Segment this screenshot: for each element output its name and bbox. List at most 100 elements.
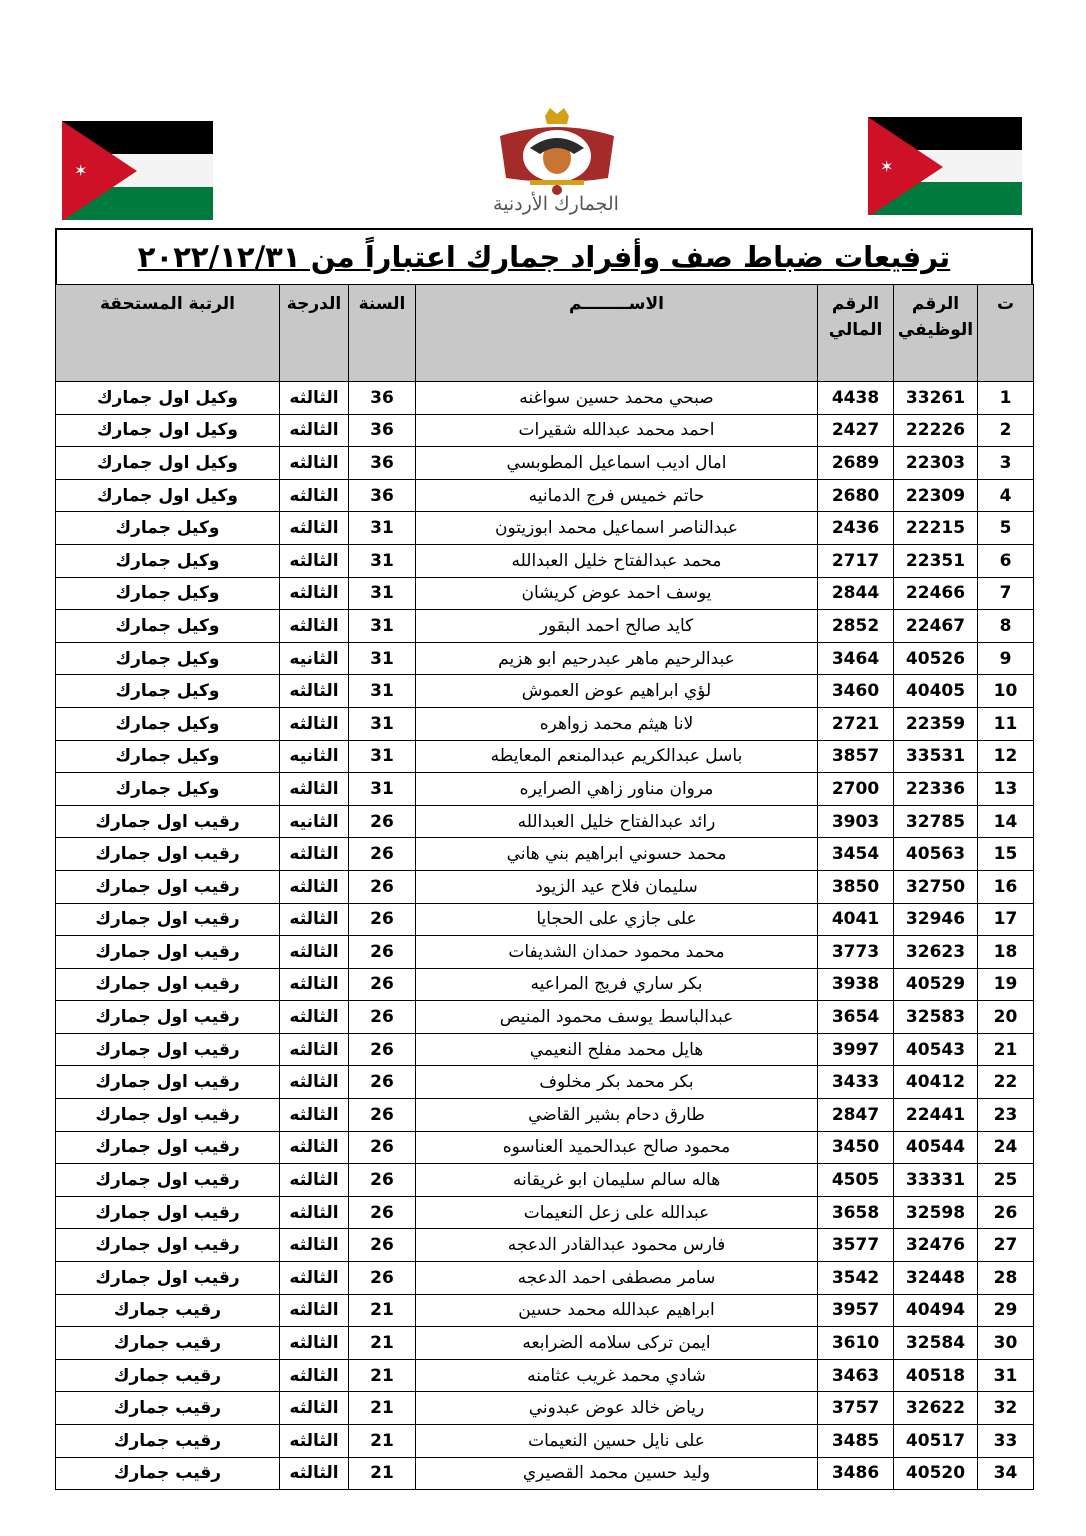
cell-financial-number: 3486	[817, 1456, 894, 1491]
cell-financial-number: 2852	[817, 609, 894, 643]
cell-job-number: 22309	[893, 478, 978, 513]
table-row: 5 22215 2436 عبدالناصر اسماعيل محمد ابوزيتو…	[55, 511, 1034, 545]
cell-year: 31	[348, 674, 416, 708]
header-year: السنة	[348, 284, 416, 382]
cell-rank: رقيب اول جمارك	[55, 1261, 280, 1295]
cell-seq: 28	[977, 1261, 1034, 1295]
cell-job-number: 40529	[893, 967, 978, 1002]
cell-grade: الثالثه	[279, 772, 349, 806]
cell-year: 26	[348, 837, 416, 871]
cell-rank: رقيب اول جمارك	[55, 935, 280, 969]
cell-name: سليمان فلاح عيد الزيود	[415, 869, 818, 904]
cell-seq: 8	[977, 609, 1034, 643]
cell-financial-number: 3903	[817, 804, 894, 839]
cell-job-number: 40526	[893, 641, 978, 676]
cell-job-number: 22303	[893, 446, 978, 480]
cell-year: 31	[348, 739, 416, 774]
cell-grade: الثالثه	[279, 967, 349, 1002]
cell-financial-number: 4505	[817, 1163, 894, 1197]
cell-year: 21	[348, 1424, 416, 1458]
table-row: 23 22441 2847 طارق دحام بشير القاضي 26 الثالث…	[55, 1098, 1034, 1132]
jordan-flag-left: ✶	[62, 121, 213, 220]
cell-name: باسل عبدالكريم عبدالمنعم المعايطه	[415, 739, 818, 774]
cell-year: 31	[348, 609, 416, 643]
cell-year: 26	[348, 1130, 416, 1165]
cell-grade: الثالثه	[279, 576, 349, 611]
cell-grade: الثالثه	[279, 902, 349, 937]
cell-financial-number: 3454	[817, 837, 894, 871]
cell-rank: رقيب اول جمارك	[55, 804, 280, 839]
table-row: 2 22226 2427 احمد محمد عبدالله شقيرات 36 الثا…	[55, 413, 1034, 448]
cell-rank: وكيل جمارك	[55, 674, 280, 708]
table-row: 16 32750 3850 سليمان فلاح عيد الزيود 26 الثال…	[55, 869, 1034, 904]
cell-rank: رقيب اول جمارك	[55, 1195, 280, 1230]
cell-grade: الثالثه	[279, 869, 349, 904]
table-row: 15 40563 3454 محمد حسوني ابراهيم بني هاني 26…	[55, 837, 1034, 871]
cell-grade: الثالثه	[279, 674, 349, 708]
cell-name: رياض خالد عوض عبدوني	[415, 1391, 818, 1425]
cell-grade: الثالثه	[279, 1228, 349, 1263]
cell-grade: الثالثه	[279, 1130, 349, 1165]
cell-year: 26	[348, 967, 416, 1002]
cell-financial-number: 3450	[817, 1130, 894, 1165]
table-row: 17 32946 4041 على جازي على الحجايا 26 الثالثه…	[55, 902, 1034, 937]
cell-grade: الثالثه	[279, 478, 349, 513]
table-row: 10 40405 3460 لؤي ابراهيم عوض العموش 31 الثال…	[55, 674, 1034, 708]
cell-rank: رقيب جمارك	[55, 1424, 280, 1458]
cell-grade: الثالثه	[279, 1098, 349, 1132]
cell-job-number: 22359	[893, 706, 978, 741]
cell-rank: وكيل جمارك	[55, 543, 280, 578]
cell-seq: 2	[977, 413, 1034, 448]
cell-grade: الثانيه	[279, 641, 349, 676]
cell-year: 21	[348, 1293, 416, 1328]
header-financial-number: الرقم المالي	[817, 284, 894, 382]
cell-seq: 1	[977, 381, 1034, 415]
cell-job-number: 32583	[893, 1000, 978, 1034]
cell-grade: الثالثه	[279, 1326, 349, 1360]
cell-rank: وكيل اول جمارك	[55, 446, 280, 480]
cell-seq: 27	[977, 1228, 1034, 1263]
cell-name: عبدالناصر اسماعيل محمد ابوزيتون	[415, 511, 818, 545]
cell-financial-number: 2847	[817, 1098, 894, 1132]
cell-financial-number: 3658	[817, 1195, 894, 1230]
cell-name: محمد عبدالفتاح خليل العبدالله	[415, 543, 818, 578]
cell-grade: الثالثه	[279, 381, 349, 415]
table-row: 22 40412 3433 بكر محمد بكر مخلوف 26 الثالثه رق…	[55, 1065, 1034, 1100]
cell-job-number: 40543	[893, 1032, 978, 1067]
cell-grade: الثالثه	[279, 1358, 349, 1393]
table-row: 27 32476 3577 فارس محمود عبدالقادر الدعجه 26…	[55, 1228, 1034, 1263]
cell-year: 26	[348, 902, 416, 937]
cell-seq: 15	[977, 837, 1034, 871]
cell-job-number: 40412	[893, 1065, 978, 1100]
cell-seq: 26	[977, 1195, 1034, 1230]
cell-year: 21	[348, 1326, 416, 1360]
cell-grade: الثانيه	[279, 804, 349, 839]
cell-grade: الثالثه	[279, 446, 349, 480]
cell-year: 21	[348, 1358, 416, 1393]
cell-name: محمود صالح عبدالحميد العناسوه	[415, 1130, 818, 1165]
cell-rank: رقيب اول جمارك	[55, 1228, 280, 1263]
cell-name: يوسف احمد عوض كريشان	[415, 576, 818, 611]
cell-job-number: 32622	[893, 1391, 978, 1425]
table-row: 1 33261 4438 صبحي محمد حسين سواغنه 36 الثالثه…	[55, 381, 1034, 415]
cell-name: هايل محمد مفلح النعيمي	[415, 1032, 818, 1067]
cell-financial-number: 3857	[817, 739, 894, 774]
table-row: 6 22351 2717 محمد عبدالفتاح خليل العبدالله 3…	[55, 543, 1034, 578]
cell-financial-number: 3577	[817, 1228, 894, 1263]
cell-financial-number: 3938	[817, 967, 894, 1002]
cell-year: 26	[348, 1228, 416, 1263]
cell-year: 26	[348, 1098, 416, 1132]
cell-grade: الثالثه	[279, 609, 349, 643]
cell-job-number: 33261	[893, 381, 978, 415]
cell-rank: وكيل اول جمارك	[55, 381, 280, 415]
cell-name: محمد محمود حمدان الشديفات	[415, 935, 818, 969]
cell-financial-number: 2427	[817, 413, 894, 448]
table-row: 34 40520 3486 وليد حسين محمد القصيري 21 الثال…	[55, 1456, 1034, 1491]
table-row: 11 22359 2721 لانا هيثم محمد زواهره 31 الثالث…	[55, 706, 1034, 741]
cell-grade: الثالثه	[279, 1000, 349, 1034]
cell-financial-number: 3850	[817, 869, 894, 904]
cell-rank: وكيل جمارك	[55, 772, 280, 806]
table-row: 7 22466 2844 يوسف احمد عوض كريشان 31 الثالثه و…	[55, 576, 1034, 611]
cell-name: كايد صالح احمد البقور	[415, 609, 818, 643]
cell-seq: 33	[977, 1424, 1034, 1458]
